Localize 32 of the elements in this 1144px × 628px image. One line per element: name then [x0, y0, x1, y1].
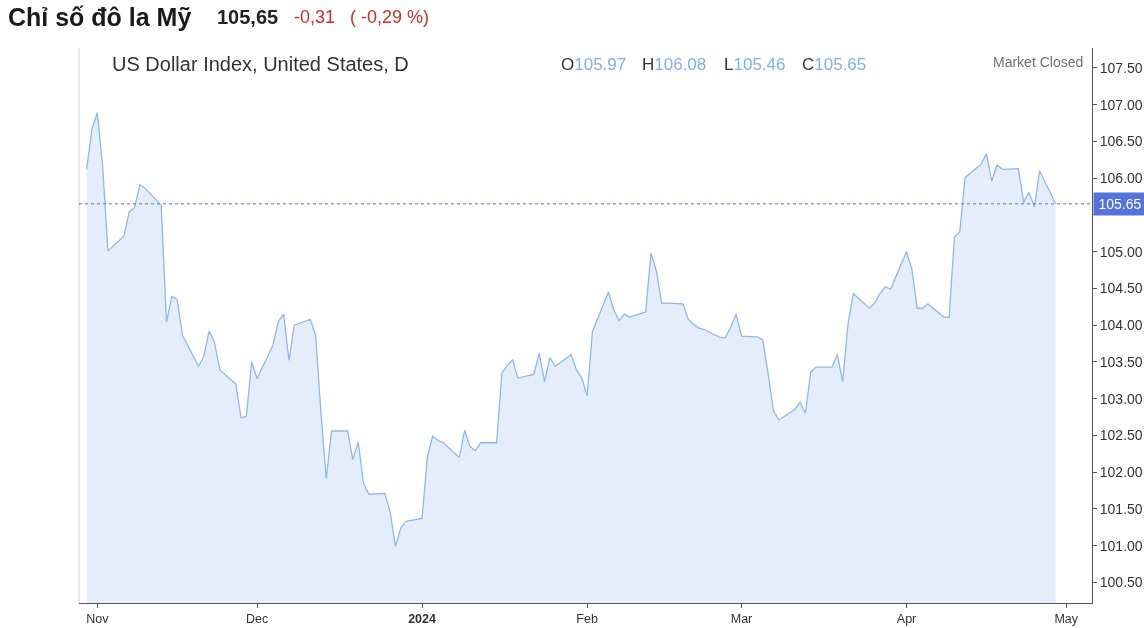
x-tick-label: 2024: [408, 612, 437, 626]
y-tick-label: 107.50: [1099, 59, 1143, 76]
y-tick-label: 104.50: [1099, 280, 1143, 297]
annotation: H106.08: [642, 55, 707, 74]
text: 105,65: [217, 6, 279, 28]
x-tick-label: Feb: [576, 612, 598, 626]
chart-title: Chỉ số đô la Mỹ: [8, 2, 192, 31]
y-tick-label: 107.00: [1099, 96, 1143, 113]
y-tick-label: 103.50: [1099, 353, 1143, 370]
ref-line-label: 105.65: [1098, 196, 1142, 212]
y-tick-label: 103.00: [1099, 390, 1143, 407]
annotation: C105.65: [802, 55, 867, 74]
y-tick-label: 105.00: [1099, 243, 1143, 260]
text: -0,31: [294, 7, 336, 27]
y-tick-label: 102.50: [1099, 427, 1143, 444]
annotation: L105.46: [724, 55, 786, 74]
y-tick-label: 100.50: [1099, 574, 1143, 591]
y-tick-label: 101.50: [1099, 500, 1143, 517]
x-tick-label: Apr: [896, 612, 917, 626]
annotation: Market Closed: [993, 54, 1084, 70]
x-tick-label: Mar: [730, 612, 753, 626]
y-tick-label: 102.00: [1099, 464, 1143, 481]
y-tick-label: 106.50: [1099, 133, 1143, 150]
x-tick-label: Dec: [245, 612, 269, 626]
chart-subtitle: US Dollar Index, United States, D: [112, 53, 409, 75]
y-tick-label: 106.00: [1099, 170, 1143, 187]
x-tick-label: May: [1054, 612, 1079, 626]
y-tick-label: 104.00: [1099, 317, 1143, 334]
annotation: O105.97: [561, 55, 627, 74]
x-tick-label: Nov: [86, 612, 110, 626]
y-tick-label: 101.00: [1099, 537, 1143, 554]
text: ( -0,29 %): [350, 7, 430, 27]
